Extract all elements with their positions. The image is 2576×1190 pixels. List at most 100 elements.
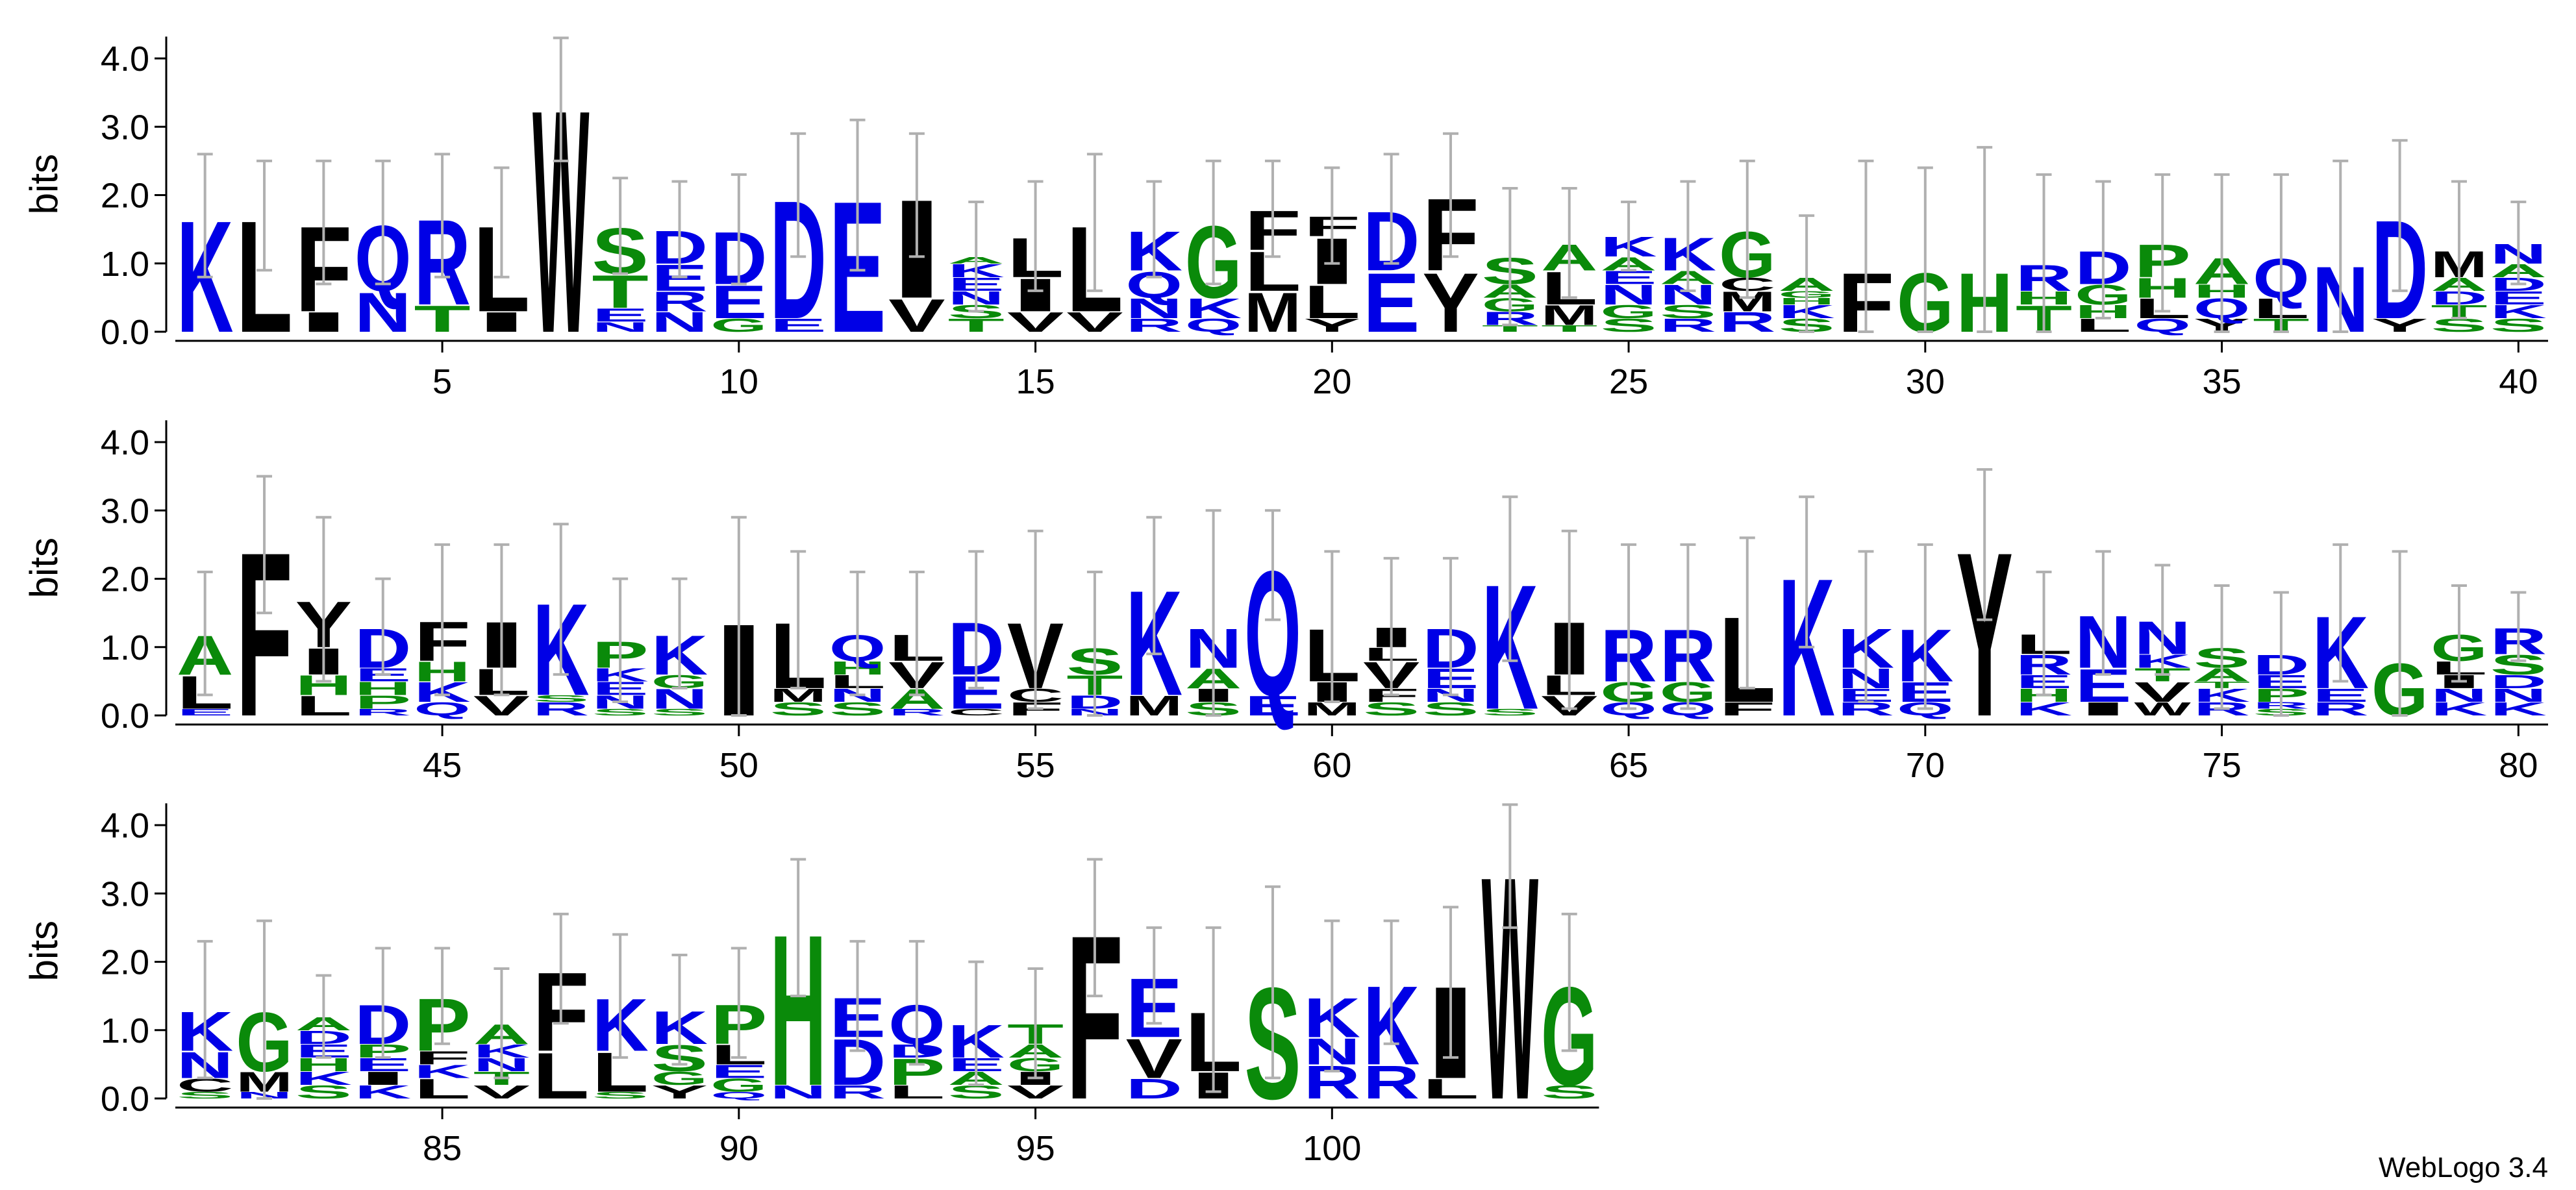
x-tick-label: 45 bbox=[423, 746, 462, 785]
x-tick-label: 60 bbox=[1312, 746, 1351, 785]
x-tick-label: 40 bbox=[2499, 362, 2538, 401]
error-bar bbox=[1205, 159, 1221, 286]
error-bar bbox=[2155, 564, 2171, 676]
x-tick-label: 10 bbox=[719, 362, 758, 401]
error-bar bbox=[553, 523, 569, 676]
letter: S bbox=[1660, 301, 1716, 322]
error-bar bbox=[2155, 173, 2171, 313]
letter: I bbox=[473, 306, 530, 338]
error-bar bbox=[1264, 509, 1281, 621]
letter: N bbox=[1600, 279, 1657, 310]
error-bar bbox=[1502, 186, 1518, 327]
error-bar bbox=[2510, 201, 2527, 286]
y-tick-label: 4.0 bbox=[101, 40, 149, 79]
error-bar bbox=[553, 912, 569, 1025]
letter: R bbox=[888, 707, 945, 717]
letter: Q bbox=[414, 699, 470, 719]
x-tick-label: 75 bbox=[2203, 746, 2242, 785]
letter: E bbox=[592, 304, 648, 325]
error-bar bbox=[256, 159, 273, 272]
letter: R bbox=[829, 1082, 886, 1102]
letter: F bbox=[414, 1047, 470, 1068]
x-tick-label: 30 bbox=[1906, 362, 1945, 401]
error-bar bbox=[1799, 214, 1815, 333]
error-bar bbox=[1443, 132, 1459, 258]
x-tick-label: 100 bbox=[1303, 1129, 1361, 1168]
error-bar bbox=[1977, 145, 1993, 333]
letter: Y bbox=[1304, 315, 1360, 336]
error-bar bbox=[2273, 591, 2289, 717]
letter: N bbox=[2490, 685, 2547, 706]
error-bar bbox=[316, 974, 332, 1059]
letter: S bbox=[1363, 699, 1419, 719]
error-bar bbox=[2451, 584, 2467, 683]
letter: R bbox=[2312, 699, 2369, 719]
x-tick-label: 90 bbox=[719, 1129, 758, 1168]
letter: V bbox=[1007, 306, 1064, 338]
letter: S bbox=[592, 1090, 648, 1100]
error-bar bbox=[1205, 926, 1221, 1093]
x-tick-label: 15 bbox=[1016, 362, 1055, 401]
y-axis-label: bits bbox=[22, 538, 66, 598]
y-tick-label: 2.0 bbox=[101, 560, 149, 599]
letter: E bbox=[710, 1061, 767, 1082]
error-bar bbox=[908, 939, 925, 1066]
error-bar bbox=[1146, 180, 1162, 279]
letter: K bbox=[1185, 293, 1242, 324]
letter: E bbox=[2312, 685, 2369, 706]
letter: N bbox=[1126, 293, 1182, 324]
letter: I bbox=[2075, 699, 2131, 719]
error-bar bbox=[2392, 139, 2408, 292]
error-bar bbox=[1086, 153, 1103, 292]
letter: S bbox=[1541, 1082, 1597, 1102]
letter: Y bbox=[2371, 315, 2428, 336]
error-bar bbox=[1324, 550, 1340, 703]
error-bar bbox=[908, 570, 925, 697]
letter: K bbox=[295, 1068, 352, 1089]
letter: V bbox=[1007, 1082, 1064, 1102]
error-bar bbox=[612, 933, 629, 1059]
error-bar bbox=[197, 570, 213, 697]
letter: R bbox=[1660, 315, 1716, 336]
x-tick-label: 80 bbox=[2499, 746, 2538, 785]
letter: N bbox=[770, 1082, 827, 1102]
letter: E bbox=[1363, 256, 1419, 350]
y-tick-label: 0.0 bbox=[101, 697, 149, 736]
error-bar bbox=[434, 947, 451, 1045]
letter: V bbox=[888, 289, 945, 341]
error-bar bbox=[494, 166, 510, 279]
error-bar bbox=[1383, 556, 1399, 697]
x-tick-label: 85 bbox=[423, 1129, 462, 1168]
error-bar bbox=[908, 132, 925, 258]
letter: V bbox=[473, 1082, 530, 1102]
letter: S bbox=[651, 707, 708, 717]
letter: T bbox=[414, 298, 470, 340]
error-bar bbox=[2273, 173, 2289, 333]
letter: G bbox=[710, 315, 767, 336]
letter: L bbox=[532, 1039, 589, 1113]
error-bar bbox=[731, 173, 747, 286]
error-bar bbox=[2214, 173, 2230, 333]
error-bar bbox=[2451, 180, 2467, 319]
x-tick-label: 50 bbox=[719, 746, 758, 785]
letter: K bbox=[2490, 699, 2547, 719]
y-tick-label: 1.0 bbox=[101, 628, 149, 667]
error-bar bbox=[1917, 543, 1933, 710]
letter: S bbox=[1600, 315, 1657, 336]
letter: E bbox=[2490, 288, 2547, 308]
letter: L bbox=[1304, 275, 1360, 328]
error-bar bbox=[1383, 153, 1399, 265]
letter: N bbox=[355, 281, 411, 344]
y-tick-label: 1.0 bbox=[101, 1011, 149, 1050]
y-tick-label: 4.0 bbox=[101, 423, 149, 462]
error-bar bbox=[2036, 173, 2052, 333]
x-tick-label: 55 bbox=[1016, 746, 1055, 785]
error-bar bbox=[434, 543, 451, 697]
error-bar bbox=[1264, 159, 1281, 258]
error-bar bbox=[849, 570, 866, 697]
error-bar bbox=[790, 550, 807, 689]
x-tick-label: 35 bbox=[2203, 362, 2242, 401]
x-tick-label: 95 bbox=[1016, 1129, 1055, 1168]
letter: V bbox=[2134, 676, 2191, 708]
error-bar bbox=[1739, 536, 1755, 689]
